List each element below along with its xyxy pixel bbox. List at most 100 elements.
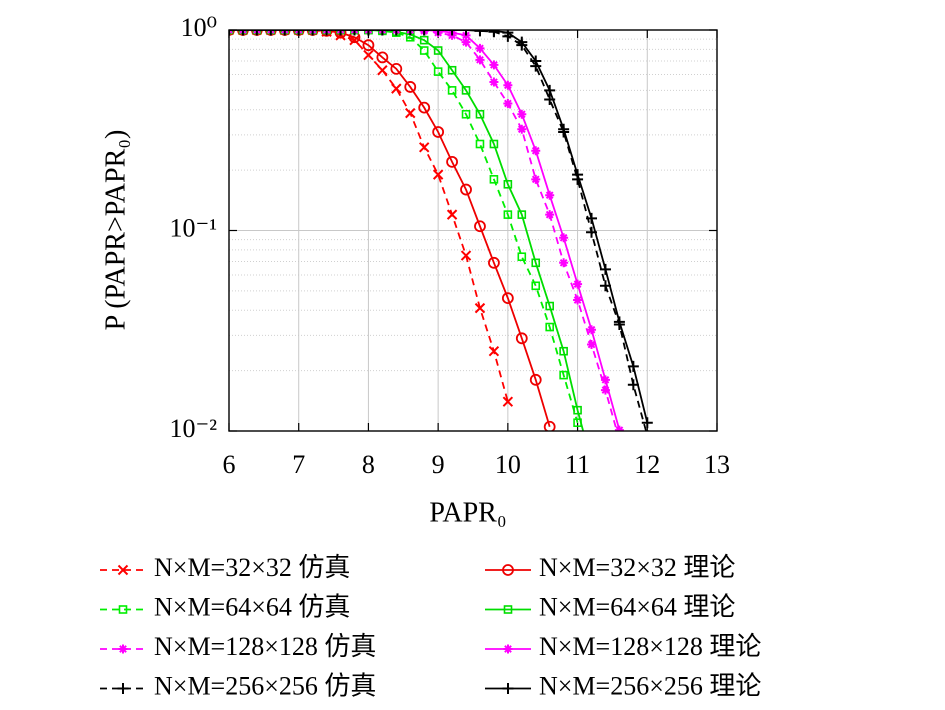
marker bbox=[503, 179, 513, 189]
marker bbox=[573, 405, 582, 415]
marker bbox=[307, 30, 319, 36]
marker bbox=[502, 396, 514, 407]
marker bbox=[559, 346, 568, 356]
marker bbox=[432, 30, 444, 36]
x-tick-label: 12 bbox=[634, 450, 660, 479]
marker bbox=[321, 30, 333, 36]
marker bbox=[475, 55, 485, 65]
marker bbox=[559, 258, 569, 268]
marker bbox=[475, 139, 485, 149]
marker bbox=[419, 46, 429, 55]
marker bbox=[517, 109, 527, 119]
marker bbox=[404, 30, 416, 36]
marker bbox=[488, 30, 500, 37]
marker bbox=[362, 39, 375, 52]
marker bbox=[390, 30, 402, 36]
marker bbox=[390, 62, 403, 75]
marker bbox=[446, 155, 458, 168]
marker bbox=[517, 124, 527, 134]
plot-frame bbox=[228, 29, 718, 432]
marker bbox=[460, 30, 472, 36]
marker bbox=[117, 564, 129, 576]
marker bbox=[489, 175, 499, 184]
marker bbox=[279, 30, 291, 36]
marker bbox=[251, 30, 263, 36]
marker bbox=[531, 258, 541, 268]
marker bbox=[489, 139, 499, 149]
marker bbox=[474, 30, 486, 36]
x-tick-label: 10 bbox=[495, 450, 521, 479]
marker bbox=[432, 126, 445, 138]
marker bbox=[600, 385, 610, 395]
series-line bbox=[229, 30, 551, 428]
legend-label: N×M=128×128 仿真 bbox=[154, 632, 376, 661]
marker bbox=[475, 109, 485, 119]
x-tick-label: 9 bbox=[432, 450, 445, 479]
marker bbox=[293, 30, 305, 36]
marker bbox=[265, 30, 277, 36]
marker bbox=[362, 30, 374, 36]
legend-label: N×M=32×32 理论 bbox=[539, 553, 735, 582]
x-tick-label: 11 bbox=[565, 450, 590, 479]
y-axis-label: P (PAPR>PAPR₀) bbox=[100, 130, 131, 331]
marker bbox=[475, 43, 485, 53]
marker bbox=[474, 220, 486, 233]
marker bbox=[530, 55, 542, 67]
x-tick-label: 7 bbox=[292, 450, 305, 479]
marker bbox=[460, 183, 472, 196]
marker bbox=[404, 81, 417, 93]
marker bbox=[545, 210, 555, 220]
marker bbox=[531, 281, 541, 291]
legend-label: N×M=256×256 理论 bbox=[539, 671, 761, 700]
marker bbox=[433, 46, 443, 55]
series-line bbox=[229, 30, 579, 423]
marker bbox=[503, 605, 513, 614]
marker bbox=[531, 174, 541, 184]
marker bbox=[447, 86, 457, 95]
marker bbox=[461, 86, 471, 95]
marker bbox=[461, 109, 471, 119]
marker bbox=[363, 49, 374, 61]
marker bbox=[446, 209, 458, 220]
legend-label: N×M=256×256 仿真 bbox=[154, 671, 376, 700]
marker bbox=[531, 146, 541, 156]
marker bbox=[503, 80, 513, 90]
marker bbox=[334, 30, 347, 39]
legend-label: N×M=128×128 理论 bbox=[539, 632, 761, 661]
marker bbox=[573, 295, 583, 305]
marker bbox=[433, 67, 443, 76]
marker bbox=[489, 60, 499, 70]
marker bbox=[627, 360, 639, 372]
marker bbox=[543, 420, 556, 431]
marker bbox=[515, 332, 528, 345]
marker bbox=[117, 683, 129, 694]
marker bbox=[348, 30, 360, 36]
marker bbox=[432, 169, 444, 180]
marker bbox=[502, 564, 514, 576]
y-tick-label: 10⁻² bbox=[169, 414, 217, 443]
marker bbox=[419, 35, 429, 45]
legend-label: N×M=64×64 理论 bbox=[539, 592, 735, 621]
marker bbox=[488, 256, 500, 269]
plot-series bbox=[229, 30, 653, 431]
marker bbox=[376, 30, 388, 36]
marker bbox=[335, 30, 347, 36]
marker bbox=[545, 190, 555, 200]
marker bbox=[600, 375, 610, 385]
marker bbox=[446, 30, 458, 36]
marker bbox=[488, 346, 500, 357]
marker bbox=[573, 279, 583, 289]
x-tick-label: 8 bbox=[362, 450, 375, 479]
marker bbox=[118, 644, 128, 654]
marker bbox=[418, 30, 430, 36]
y-tick-label: 10⁻¹ bbox=[169, 213, 217, 242]
marker bbox=[586, 212, 598, 224]
marker bbox=[529, 373, 542, 386]
marker bbox=[545, 301, 554, 311]
marker bbox=[447, 65, 457, 75]
x-axis-label: PAPR₀ bbox=[429, 497, 506, 528]
marker bbox=[613, 316, 625, 328]
y-tick-label: 10⁰ bbox=[181, 13, 217, 42]
marker bbox=[460, 250, 472, 261]
